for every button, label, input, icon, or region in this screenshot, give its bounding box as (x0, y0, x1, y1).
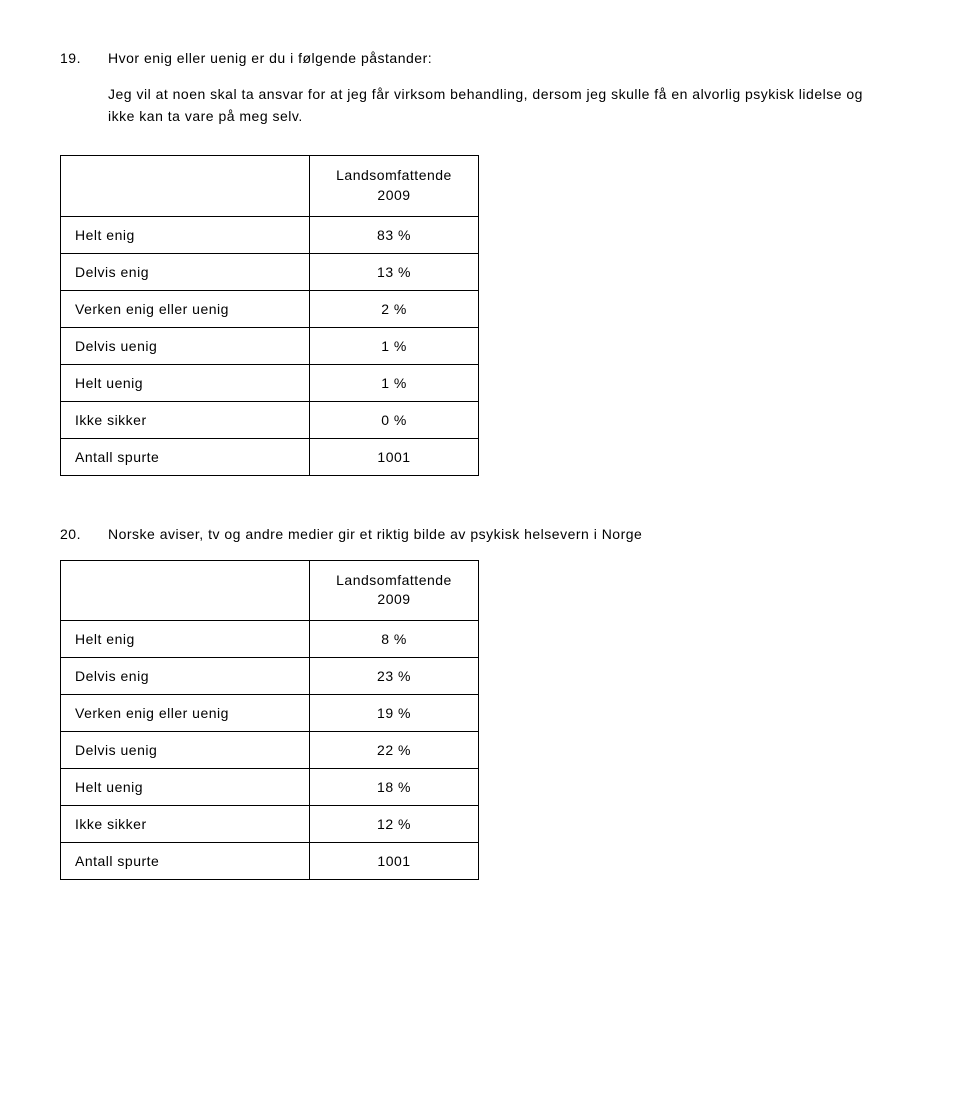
table-cell-label: Helt uenig (61, 768, 310, 805)
table-cell-label: Ikke sikker (61, 805, 310, 842)
table-row: Helt uenig 1 % (61, 364, 479, 401)
table-row: Delvis enig 23 % (61, 657, 479, 694)
table-row: Antall spurte 1001 (61, 842, 479, 879)
table-header-row: Landsomfattende 2009 (61, 560, 479, 620)
table-row: Ikke sikker 12 % (61, 805, 479, 842)
table-empty-corner (61, 156, 310, 216)
question-20: 20. Norske aviser, tv og andre medier gi… (60, 526, 900, 880)
question-19-number: 19. (60, 50, 108, 66)
table-row: Helt uenig 18 % (61, 768, 479, 805)
table-cell-value: 83 % (310, 216, 479, 253)
table-row: Delvis enig 13 % (61, 253, 479, 290)
table-column-header: Landsomfattende 2009 (310, 156, 479, 216)
table-cell-label: Helt enig (61, 620, 310, 657)
table-row: Ikke sikker 0 % (61, 401, 479, 438)
table-cell-value: 1001 (310, 842, 479, 879)
table-cell-label: Antall spurte (61, 842, 310, 879)
table-cell-value: 19 % (310, 694, 479, 731)
question-20-table: Landsomfattende 2009 Helt enig 8 % Delvi… (60, 560, 479, 880)
table-cell-label: Ikke sikker (61, 401, 310, 438)
table-cell-label: Helt uenig (61, 364, 310, 401)
table-row: Verken enig eller uenig 19 % (61, 694, 479, 731)
table-cell-label: Verken enig eller uenig (61, 290, 310, 327)
table-cell-value: 13 % (310, 253, 479, 290)
question-19-subtext: Jeg vil at noen skal ta ansvar for at je… (108, 84, 868, 127)
table-cell-value: 18 % (310, 768, 479, 805)
question-20-number: 20. (60, 526, 108, 542)
table-cell-label: Delvis enig (61, 657, 310, 694)
table-row: Antall spurte 1001 (61, 438, 479, 475)
table-cell-value: 12 % (310, 805, 479, 842)
question-19-table: Landsomfattende 2009 Helt enig 83 % Delv… (60, 155, 479, 475)
table-cell-label: Delvis uenig (61, 731, 310, 768)
table-header-row: Landsomfattende 2009 (61, 156, 479, 216)
table-cell-value: 0 % (310, 401, 479, 438)
table-cell-value: 23 % (310, 657, 479, 694)
table-row: Delvis uenig 22 % (61, 731, 479, 768)
table-row: Helt enig 83 % (61, 216, 479, 253)
question-20-title: Norske aviser, tv og andre medier gir et… (108, 526, 900, 542)
table-row: Verken enig eller uenig 2 % (61, 290, 479, 327)
question-20-heading: 20. Norske aviser, tv og andre medier gi… (60, 526, 900, 542)
table-cell-label: Verken enig eller uenig (61, 694, 310, 731)
table-cell-value: 1 % (310, 327, 479, 364)
table-cell-label: Antall spurte (61, 438, 310, 475)
table-row: Delvis uenig 1 % (61, 327, 479, 364)
table-cell-value: 1 % (310, 364, 479, 401)
table-cell-label: Delvis enig (61, 253, 310, 290)
table-row: Helt enig 8 % (61, 620, 479, 657)
table-column-header: Landsomfattende 2009 (310, 560, 479, 620)
table-empty-corner (61, 560, 310, 620)
table-cell-value: 1001 (310, 438, 479, 475)
table-cell-label: Helt enig (61, 216, 310, 253)
table-cell-value: 2 % (310, 290, 479, 327)
question-19: 19. Hvor enig eller uenig er du i følgen… (60, 50, 900, 476)
question-19-heading: 19. Hvor enig eller uenig er du i følgen… (60, 50, 900, 66)
table-cell-value: 8 % (310, 620, 479, 657)
table-cell-value: 22 % (310, 731, 479, 768)
table-cell-label: Delvis uenig (61, 327, 310, 364)
question-19-title: Hvor enig eller uenig er du i følgende p… (108, 50, 900, 66)
